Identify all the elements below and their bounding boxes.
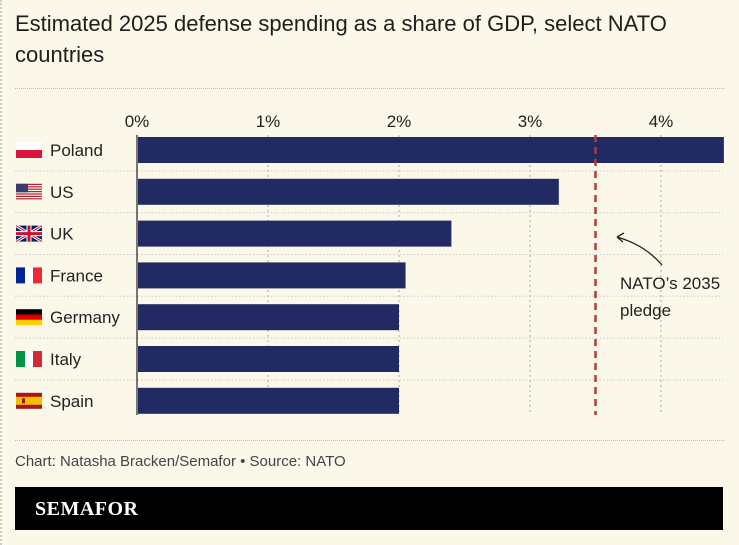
flag-part — [16, 351, 25, 367]
flag-part — [16, 195, 42, 197]
flag-part — [16, 191, 42, 193]
flag-part — [25, 267, 33, 284]
country-label: Italy — [50, 350, 82, 369]
divider-bottom — [15, 440, 724, 441]
country-label: US — [50, 183, 74, 202]
x-tick-label: 2% — [387, 112, 412, 131]
footer-bar: SEMAFOR — [15, 487, 723, 530]
arrow-icon — [616, 232, 663, 266]
flag-part — [16, 396, 42, 405]
flag-part — [16, 314, 42, 320]
flag-germany-icon — [16, 309, 42, 326]
flag-part — [33, 351, 42, 367]
flag-part — [16, 183, 28, 193]
flag-france-icon — [16, 267, 42, 284]
country-label: UK — [50, 225, 74, 244]
pledge-label-line1: NATO’s 2035 — [620, 274, 720, 293]
divider-top — [15, 88, 724, 89]
flag-us-icon — [16, 183, 42, 200]
chart-title: Estimated 2025 defense spending as a sha… — [15, 11, 667, 67]
left-border — [0, 0, 2, 545]
flag-part — [16, 183, 42, 185]
bar-italy — [138, 346, 399, 372]
x-tick-label: 4% — [649, 112, 674, 131]
flag-part — [22, 398, 25, 404]
country-label: Germany — [50, 308, 120, 327]
bar-france — [138, 262, 406, 289]
flag-part — [16, 142, 42, 150]
x-tick-label: 0% — [125, 112, 150, 131]
flag-part — [16, 309, 42, 315]
flag-part — [16, 198, 42, 200]
bar-uk — [138, 220, 452, 247]
bar-chart: 0% 1% 2% 3% 4% Poland US UK France Germany Italy Sp… — [15, 112, 724, 415]
bar-germany — [138, 304, 399, 331]
bar-spain — [138, 387, 399, 414]
semafor-logo: SEMAFOR — [35, 498, 139, 520]
flag-part — [16, 225, 42, 242]
flag-italy-icon — [16, 351, 42, 367]
flag-part — [16, 267, 25, 284]
flag-part — [16, 319, 42, 326]
country-label: Spain — [50, 392, 93, 411]
flag-part — [16, 193, 42, 195]
flag-part — [16, 150, 42, 158]
flag-part — [33, 267, 42, 284]
source-note: Chart: Natasha Bracken/Semafor • Source:… — [15, 453, 346, 470]
flag-uk-icon — [15, 224, 43, 243]
bar-poland — [138, 137, 724, 163]
country-label: France — [50, 266, 103, 285]
pledge-label-line2: pledge — [620, 301, 671, 320]
bar-us — [138, 178, 559, 205]
flag-part — [16, 188, 42, 190]
flag-spain-icon — [16, 392, 42, 409]
flag-part — [25, 351, 33, 367]
x-tick-label: 3% — [518, 112, 543, 131]
x-tick-label: 1% — [256, 112, 281, 131]
country-label: Poland — [50, 141, 103, 160]
flag-part — [16, 186, 42, 188]
flag-poland-icon — [16, 142, 42, 158]
